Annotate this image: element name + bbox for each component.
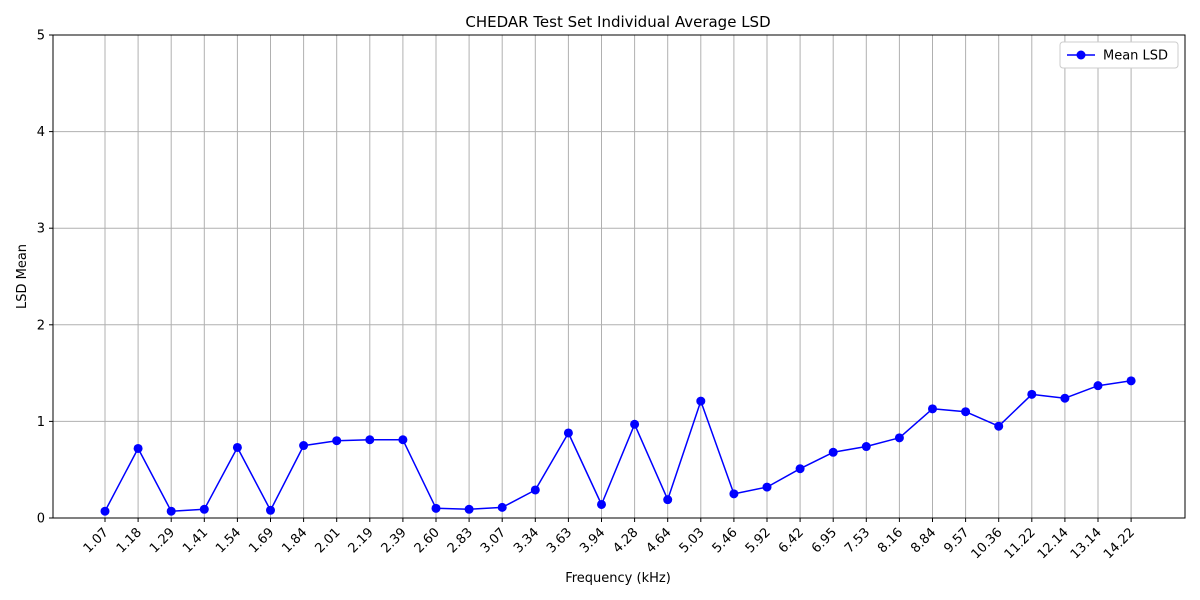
x-tick-label: 8.84 <box>908 525 939 556</box>
data-point <box>663 495 673 505</box>
x-tick-label: 4.64 <box>643 525 674 556</box>
data-point <box>530 485 540 495</box>
data-point <box>497 502 507 512</box>
data-point <box>994 421 1004 431</box>
legend-box <box>1059 41 1179 69</box>
data-point <box>133 443 143 453</box>
x-tick-label: 2.60 <box>412 525 443 556</box>
chart-title: CHEDAR Test Set Individual Average LSD <box>465 13 770 31</box>
x-tick-label: 1.29 <box>147 525 178 556</box>
data-point <box>266 505 275 515</box>
data-point <box>1060 393 1070 403</box>
y-tick-label: 0 <box>37 512 45 527</box>
data-point <box>795 464 805 474</box>
x-tick-label: 5.46 <box>710 525 741 556</box>
x-tick-label: 1.69 <box>246 525 277 556</box>
data-point <box>1126 376 1136 386</box>
data-point <box>1027 389 1037 399</box>
x-tick-label: 10.36 <box>969 525 1006 562</box>
x-tick-label: 3.07 <box>478 525 509 556</box>
data-point <box>828 447 838 457</box>
data-point <box>431 503 441 513</box>
data-point <box>464 504 474 514</box>
data-point <box>166 506 176 516</box>
data-point <box>630 419 640 429</box>
data-point <box>365 435 375 445</box>
x-tick-label: 3.63 <box>544 525 575 556</box>
y-tick-label: 2 <box>37 318 45 333</box>
x-tick-label: 12.14 <box>1035 525 1072 562</box>
x-tick-label: 1.07 <box>81 525 112 556</box>
data-point <box>299 441 309 451</box>
data-point <box>199 504 209 514</box>
x-tick-label: 14.22 <box>1101 525 1138 562</box>
data-point <box>232 442 242 452</box>
series-line <box>104 380 1132 512</box>
y-tick-label: 5 <box>37 29 45 44</box>
data-point <box>332 436 342 446</box>
x-tick-label: 7.53 <box>842 525 873 556</box>
x-tick-label: 1.41 <box>180 525 211 556</box>
x-tick-label: 4.28 <box>610 525 641 556</box>
data-point <box>762 482 772 492</box>
data-point <box>928 404 937 414</box>
legend-marker <box>1076 50 1086 60</box>
x-tick-label: 2.01 <box>312 525 343 556</box>
data-point <box>597 499 606 509</box>
data-point <box>100 506 110 516</box>
x-tick-label: 2.39 <box>379 525 410 556</box>
data-point <box>729 489 739 499</box>
data-point <box>894 433 904 443</box>
y-axis-title: LSD Mean <box>15 244 30 309</box>
series-mean-lsd <box>100 376 1136 516</box>
x-axis-title: Frequency (kHz) <box>565 571 671 586</box>
data-point <box>961 407 971 417</box>
legend-label: Mean LSD <box>1103 49 1168 64</box>
y-axis: 0 1 2 3 4 5 <box>37 29 53 527</box>
y-tick-label: 1 <box>37 415 45 430</box>
x-tick-label: 3.34 <box>511 525 542 556</box>
plot-frame <box>52 34 1186 519</box>
x-tick-label: 2.83 <box>445 525 476 556</box>
data-point <box>398 435 408 445</box>
x-tick-label: 1.84 <box>279 525 310 556</box>
x-tick-label: 5.92 <box>743 525 774 556</box>
x-tick-label: 8.16 <box>875 525 906 556</box>
x-tick-label: 11.22 <box>1002 525 1039 562</box>
data-point <box>563 428 573 438</box>
x-tick-label: 6.42 <box>776 525 807 556</box>
x-tick-label: 1.54 <box>213 525 244 556</box>
y-tick-label: 4 <box>37 125 45 140</box>
x-tick-label: 6.95 <box>809 525 840 556</box>
x-tick-label: 2.19 <box>346 525 377 556</box>
legend: Mean LSD <box>1059 41 1179 69</box>
x-axis: 1.07 1.18 1.29 1.41 1.54 1.69 1.84 2.01 2.19 2.39… <box>81 518 1138 562</box>
y-tick-label: 3 <box>37 222 45 237</box>
grid <box>53 34 1185 519</box>
x-tick-label: 3.94 <box>577 525 608 556</box>
data-point <box>861 442 871 452</box>
data-point <box>1093 381 1103 391</box>
x-tick-label: 5.03 <box>677 525 708 556</box>
x-tick-label: 1.18 <box>114 525 145 556</box>
x-tick-label: 13.14 <box>1068 525 1105 562</box>
data-point <box>696 396 706 406</box>
